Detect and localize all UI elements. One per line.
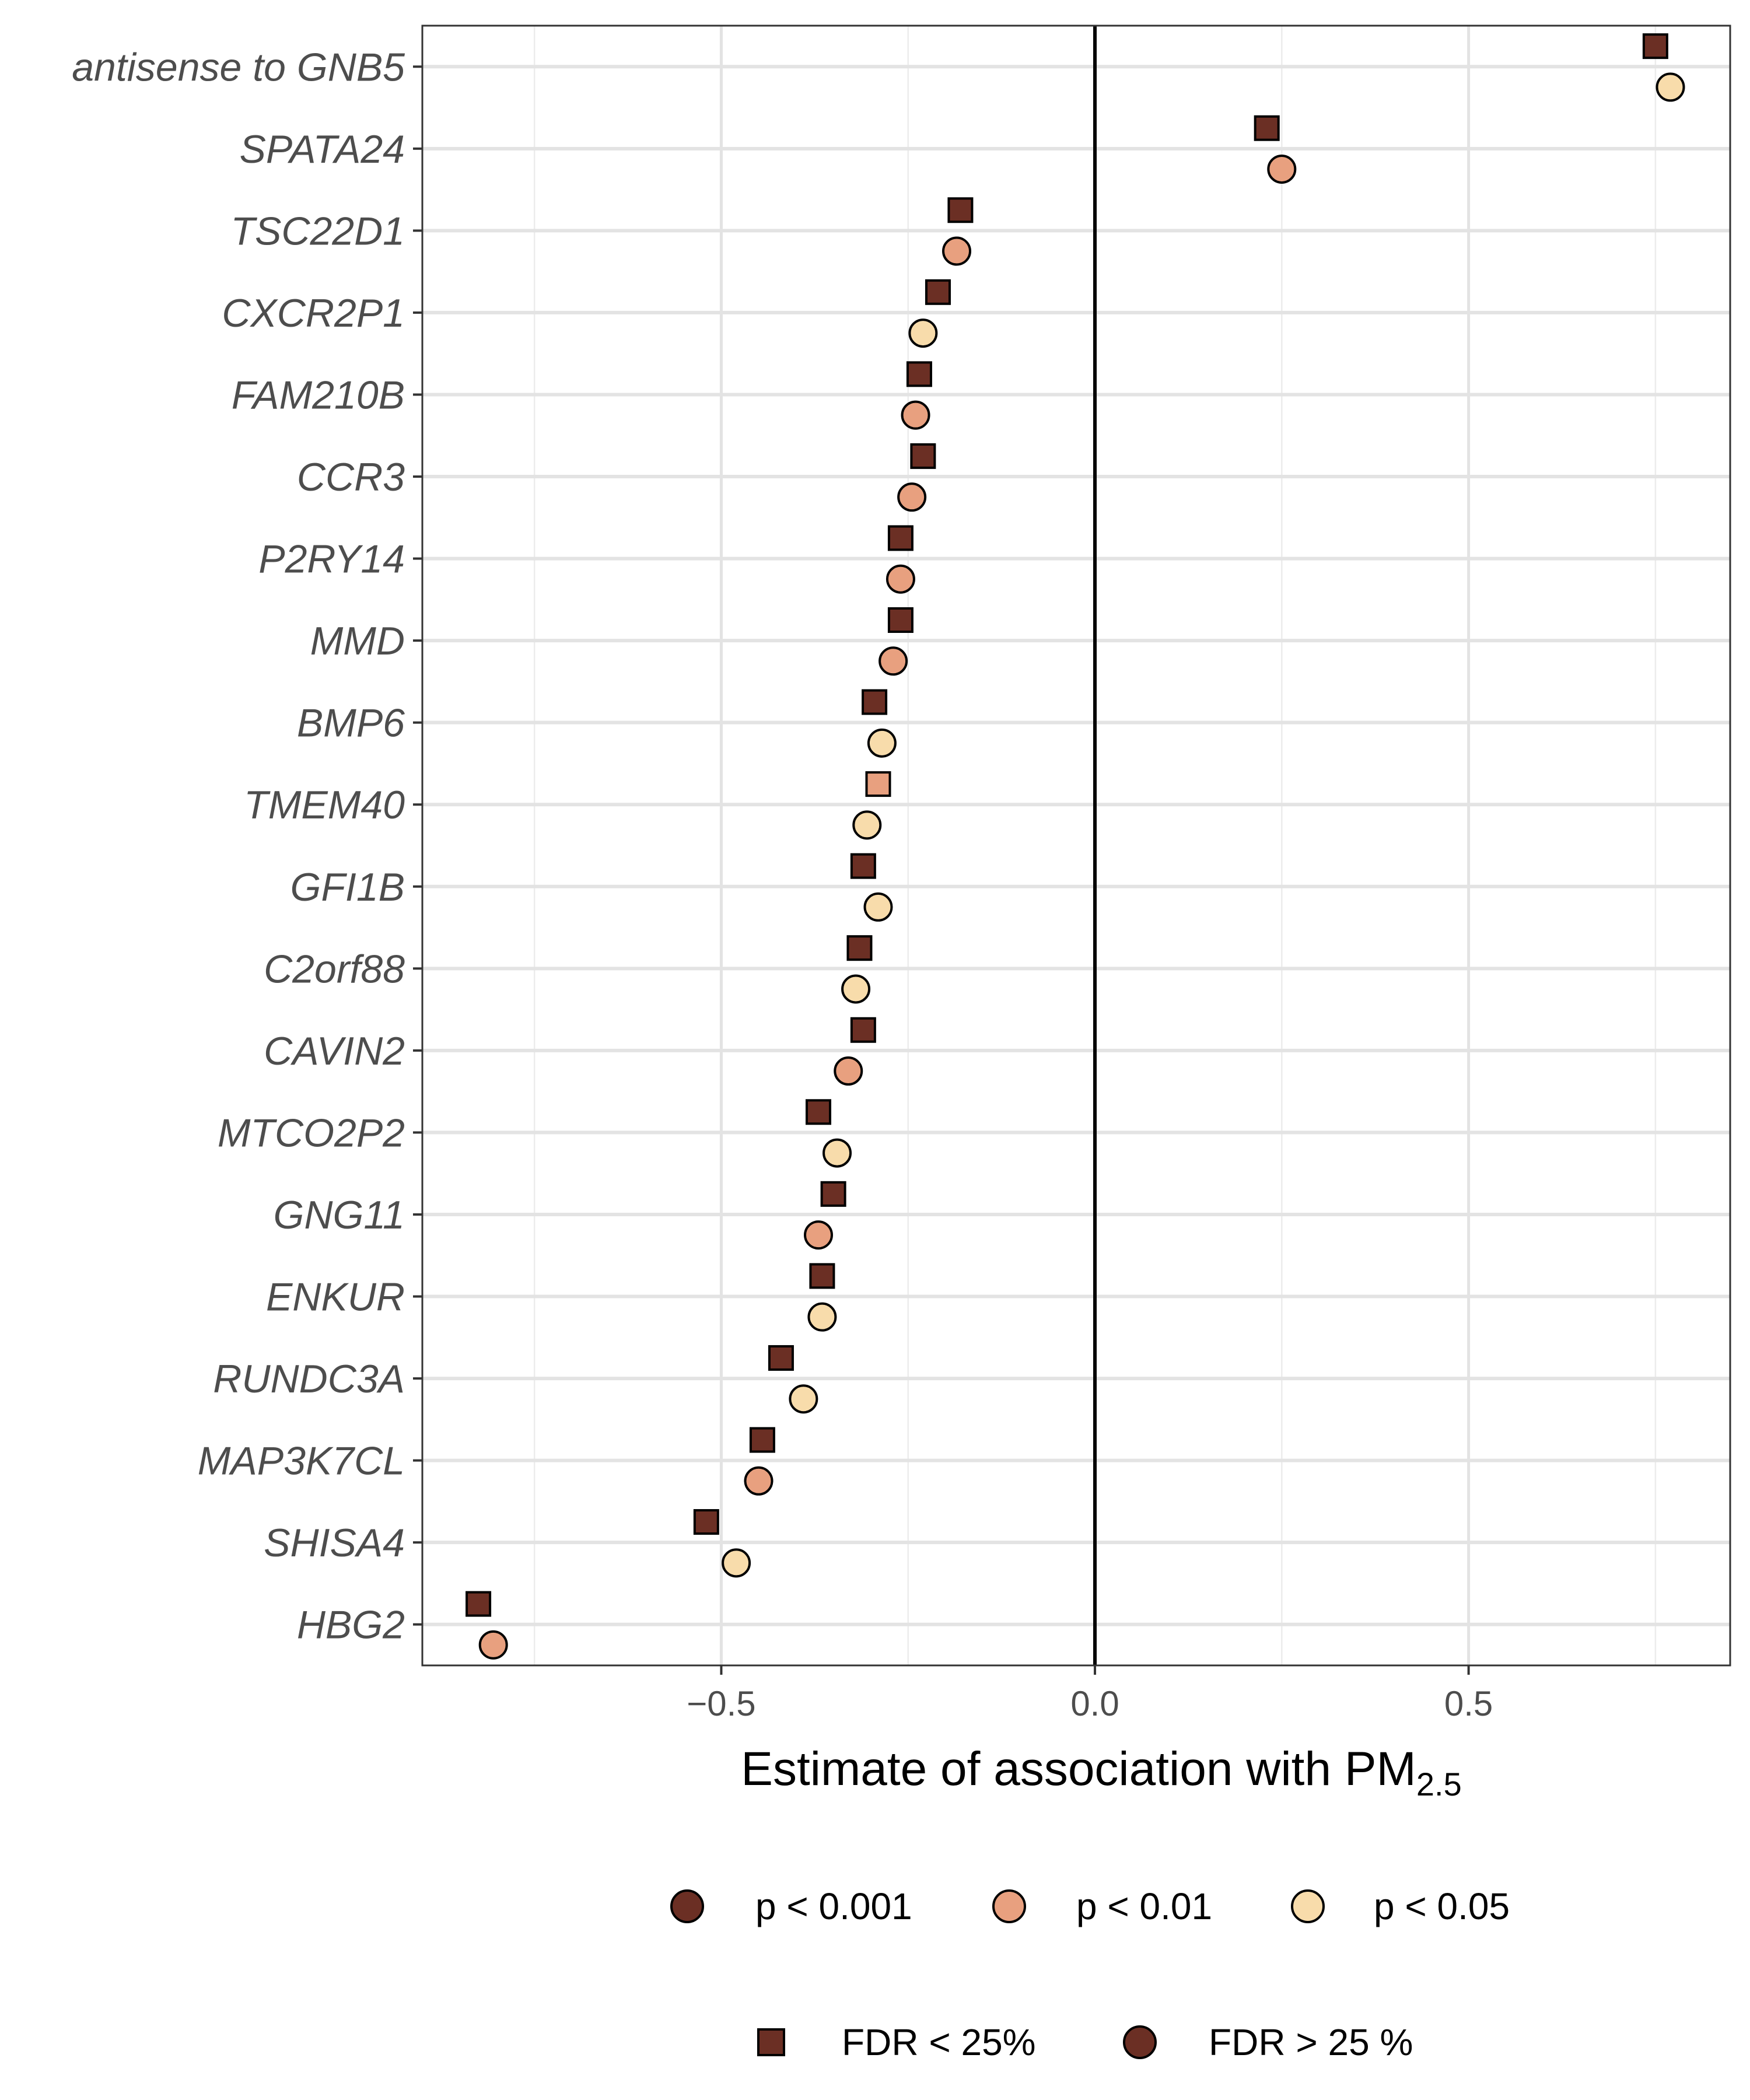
circle-point <box>804 1220 834 1250</box>
circle-point <box>863 892 893 922</box>
x-axis-title-subscript: 2.5 <box>1416 1766 1462 1803</box>
square-point <box>846 935 873 961</box>
x-tick-label: −0.5 <box>687 1684 755 1723</box>
square-point <box>947 197 974 223</box>
gene-label: MAP3K7CL <box>198 1439 405 1483</box>
circle-point <box>789 1384 818 1414</box>
circle-point <box>807 1302 837 1332</box>
legend-shape-key <box>1123 2025 1157 2059</box>
circle-point <box>478 1630 508 1660</box>
circle-point <box>822 1138 852 1168</box>
circle-point <box>1656 72 1685 102</box>
square-point <box>906 361 932 387</box>
circle-point <box>1267 154 1297 184</box>
x-axis-ticks: −0.5 0.0 0.5 <box>687 1665 1493 1723</box>
gene-label: TSC22D1 <box>230 209 405 253</box>
gene-label: MTCO2P2 <box>218 1111 405 1155</box>
square-point <box>749 1427 775 1453</box>
x-axis-title-main: Estimate of association with PM <box>741 1742 1416 1796</box>
circle-point <box>841 974 871 1004</box>
x-tick-label: 0.5 <box>1444 1684 1493 1723</box>
square-point <box>925 279 951 305</box>
square-point <box>850 853 876 879</box>
gene-label: ENKUR <box>266 1275 405 1320</box>
gene-label: SHISA4 <box>264 1521 405 1565</box>
x-tick-label: 0.0 <box>1070 1684 1119 1723</box>
gene-label: GNG11 <box>274 1193 405 1237</box>
square-point <box>887 525 914 551</box>
gene-label: BMP6 <box>297 701 405 746</box>
circle-point <box>852 810 882 840</box>
circle-point <box>722 1548 751 1578</box>
circle-point <box>867 728 897 758</box>
legend-color-key <box>992 1889 1026 1923</box>
square-point <box>806 1099 832 1125</box>
legend-shape-label: FDR < 25% <box>842 2021 1036 2063</box>
legend-shape-label: FDR > 25 % <box>1209 2021 1413 2063</box>
circle-point <box>878 646 908 676</box>
gene-label: SPATA24 <box>240 127 405 172</box>
gene-label: MMD <box>310 619 405 663</box>
gene-label: HBG2 <box>297 1603 405 1647</box>
gene-axis-labels: antisense to GNB5 SPATA24 TSC22D1 CXCR2P1 FA… <box>72 45 422 1647</box>
gene-label: P2RY14 <box>258 537 405 582</box>
square-point <box>865 771 891 797</box>
legend: p < 0.001 p < 0.01 p < 0.05 FDR < 25% FDR > … <box>670 1885 1510 2063</box>
legend-color-key <box>1291 1889 1325 1923</box>
circle-point <box>901 400 930 430</box>
gene-label: GFI1B <box>290 865 405 909</box>
circle-point <box>908 318 938 348</box>
legend-shape-key <box>757 2028 785 2056</box>
square-point <box>1642 33 1668 60</box>
gene-label: CAVIN2 <box>264 1029 405 1073</box>
square-point <box>693 1509 719 1535</box>
gene-label: TMEM40 <box>244 783 405 827</box>
square-point <box>809 1263 835 1289</box>
grid-lines <box>422 26 1730 1665</box>
square-point <box>887 607 914 633</box>
legend-color-label: p < 0.05 <box>1374 1885 1510 1927</box>
circle-point <box>897 482 927 512</box>
legend-color-label: p < 0.001 <box>755 1885 912 1927</box>
legend-color-key <box>670 1889 704 1923</box>
square-point <box>768 1345 794 1371</box>
square-point <box>910 443 936 469</box>
gene-label: CXCR2P1 <box>222 291 405 335</box>
circle-point <box>942 236 972 266</box>
gene-label: C2orf88 <box>264 947 405 991</box>
gene-label: RUNDC3A <box>213 1357 405 1401</box>
square-point <box>466 1591 492 1617</box>
gene-label: CCR3 <box>297 455 405 499</box>
square-point <box>820 1181 846 1207</box>
square-point <box>862 689 888 715</box>
x-axis-title: Estimate of association with PM2.5 <box>741 1742 1461 1803</box>
circle-point <box>886 564 915 594</box>
circle-point <box>834 1056 863 1086</box>
circle-point <box>744 1466 774 1496</box>
gene-label: antisense to GNB5 <box>72 45 405 89</box>
square-point <box>1254 115 1280 141</box>
data-points <box>466 33 1685 1660</box>
legend-color-label: p < 0.01 <box>1076 1885 1212 1927</box>
gene-label: FAM210B <box>232 373 405 417</box>
plot-panel-border <box>421 24 1731 1667</box>
square-point <box>850 1017 876 1043</box>
